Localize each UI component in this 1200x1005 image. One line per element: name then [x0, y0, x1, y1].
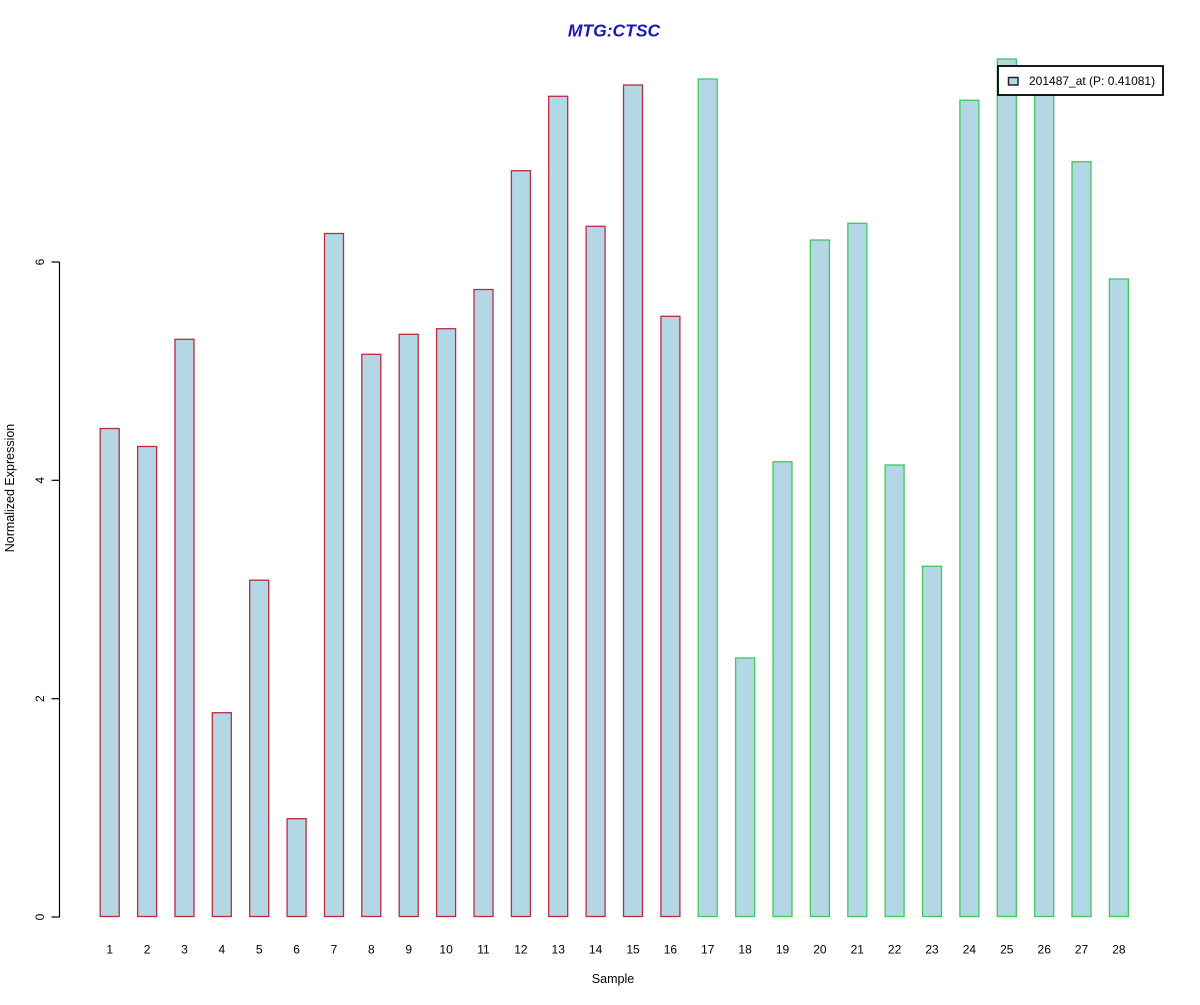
- svg-text:4: 4: [33, 477, 47, 484]
- svg-text:7: 7: [331, 943, 338, 957]
- svg-text:14: 14: [589, 943, 603, 957]
- svg-text:Sample: Sample: [592, 972, 634, 986]
- svg-text:22: 22: [888, 943, 902, 957]
- svg-text:20: 20: [813, 943, 827, 957]
- svg-text:2: 2: [33, 695, 47, 702]
- svg-text:19: 19: [776, 943, 790, 957]
- svg-text:10: 10: [439, 943, 453, 957]
- svg-text:12: 12: [514, 943, 528, 957]
- svg-text:6: 6: [33, 258, 47, 265]
- svg-text:17: 17: [701, 943, 715, 957]
- svg-text:28: 28: [1112, 943, 1126, 957]
- svg-text:201487_at (P: 0.41081): 201487_at (P: 0.41081): [1029, 74, 1155, 88]
- svg-text:Normalized Expression: Normalized Expression: [3, 424, 17, 553]
- svg-text:13: 13: [552, 943, 566, 957]
- svg-text:2: 2: [144, 943, 151, 957]
- svg-text:3: 3: [181, 943, 188, 957]
- svg-text:23: 23: [925, 943, 939, 957]
- svg-text:15: 15: [626, 943, 640, 957]
- svg-text:9: 9: [405, 943, 412, 957]
- svg-text:26: 26: [1038, 943, 1052, 957]
- svg-text:16: 16: [664, 943, 678, 957]
- svg-text:11: 11: [477, 943, 490, 957]
- svg-text:25: 25: [1000, 943, 1014, 957]
- svg-text:18: 18: [738, 943, 752, 957]
- svg-text:21: 21: [851, 943, 865, 957]
- svg-text:27: 27: [1075, 943, 1089, 957]
- svg-text:6: 6: [293, 943, 300, 957]
- svg-text:5: 5: [256, 943, 263, 957]
- svg-text:0: 0: [33, 913, 47, 920]
- svg-text:4: 4: [218, 943, 225, 957]
- svg-text:MTG:CTSC: MTG:CTSC: [568, 21, 661, 41]
- svg-text:8: 8: [368, 943, 375, 957]
- svg-text:1: 1: [106, 943, 113, 957]
- svg-text:24: 24: [963, 943, 977, 957]
